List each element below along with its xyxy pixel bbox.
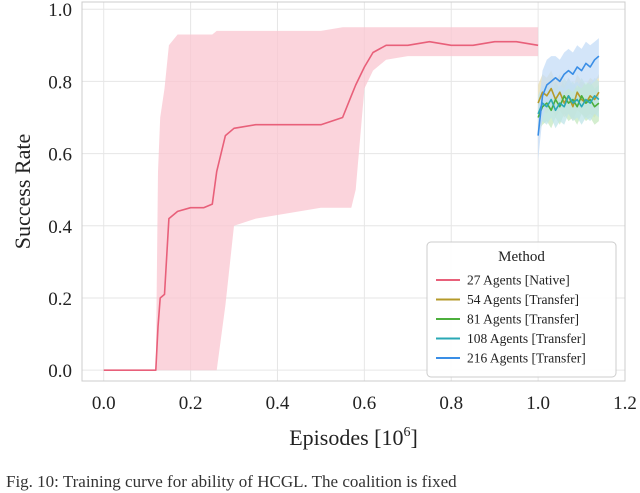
legend-entry-label: 54 Agents [Transfer] [467, 292, 579, 307]
success-rate-chart: 0.0 0.2 0.4 0.6 0.8 1.0 1.2 0.0 0.2 0.4 0.6 0.8 1.0… [10, 0, 637, 450]
legend-box [426, 241, 617, 378]
x-axis-label: Episodes [106] [289, 425, 418, 450]
y-tick-labels: 0.0 0.2 0.4 0.6 0.8 1.0 [48, 0, 72, 382]
x-tick-label: 1.2 [613, 393, 637, 414]
legend-entry-label: 216 Agents [Transfer] [467, 351, 586, 366]
x-tick-label: 0.8 [439, 393, 463, 414]
confidence-bands [103, 27, 599, 371]
figure-caption: Fig. 10: Training curve for ability of H… [6, 472, 457, 491]
x-tick-labels: 0.0 0.2 0.4 0.6 0.8 1.0 1.2 [92, 393, 637, 414]
series-lines [103, 40, 600, 372]
y-tick-label: 0.2 [48, 289, 72, 310]
x-tick-label: 0.4 [266, 393, 290, 414]
x-tick-label: 0.2 [179, 393, 203, 414]
y-tick-label: 0.8 [48, 72, 72, 93]
x-axis-label-main: Episodes [10 [289, 425, 403, 450]
y-axis-label: Success Rate [10, 134, 35, 249]
plot-frame [81, 1, 626, 382]
legend-entry-label: 81 Agents [Transfer] [467, 312, 579, 327]
band-216-agents-transfer [538, 38, 599, 161]
y-tick-label: 1.0 [48, 0, 72, 21]
line-216-agents-transfer [537, 55, 600, 136]
legend-entry-label: 108 Agents [Transfer] [467, 331, 586, 346]
x-axis-label-tail: ] [410, 425, 417, 450]
line-27-agents-native [103, 40, 539, 372]
y-tick-label: 0.6 [48, 145, 72, 166]
x-tick-label: 0.0 [92, 393, 116, 414]
line-108-agents-transfer [537, 95, 600, 115]
band-27-agents-native [103, 27, 539, 371]
y-tick-label: 0.0 [48, 361, 72, 382]
x-tick-label: 0.6 [352, 393, 376, 414]
legend-title: Method [498, 249, 545, 265]
x-tick-label: 1.0 [526, 393, 550, 414]
legend-entry-label: 27 Agents [Native] [467, 273, 570, 288]
y-tick-label: 0.4 [48, 217, 72, 238]
x-axis-label-sup: 6 [403, 425, 410, 440]
legend: Method 27 Agents [Native] 54 Agents [Trans… [426, 241, 617, 378]
